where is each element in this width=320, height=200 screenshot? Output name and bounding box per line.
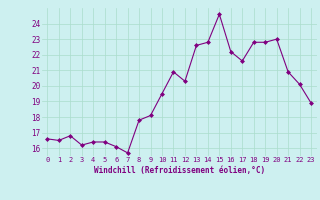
X-axis label: Windchill (Refroidissement éolien,°C): Windchill (Refroidissement éolien,°C): [94, 166, 265, 175]
